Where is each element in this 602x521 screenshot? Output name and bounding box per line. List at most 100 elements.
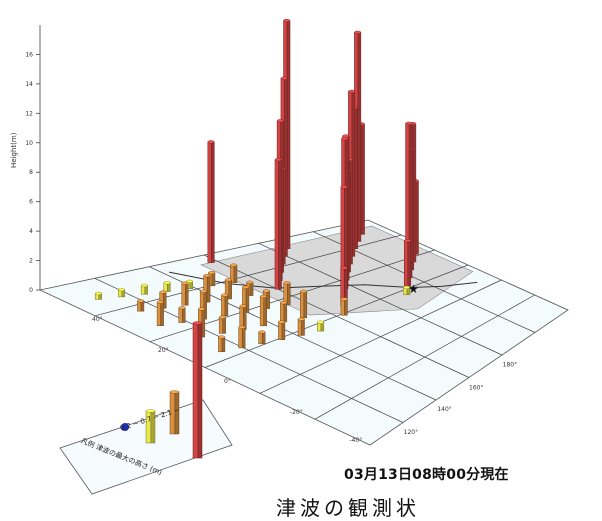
- tsunami-bar-side: [354, 107, 358, 250]
- tsunami-bar-cap: [340, 266, 348, 270]
- tsunami-bar-cap: [259, 294, 267, 298]
- tsunami-bar-cap: [341, 136, 349, 141]
- tsunami-bar-side: [301, 318, 305, 336]
- chart-stage: 0 2 4 6 8 10 12 14 16 120° 140° 160° 180° 40° 20° 0° -20…: [25, 18, 569, 495]
- tsunami-bar-side: [185, 282, 189, 306]
- map-axis-label: 40°: [92, 316, 103, 323]
- map-gridline: [314, 294, 535, 420]
- tsunami-bar-cap: [207, 140, 215, 144]
- tsunami-bar: [140, 283, 148, 295]
- epicenter-star-icon: ★: [408, 282, 419, 296]
- tsunami-bar-cap: [283, 18, 291, 23]
- tsunami-bar: [340, 297, 348, 316]
- map-axis-label: 20°: [158, 347, 169, 354]
- tsunami-bar-cap: [238, 325, 246, 329]
- tsunami-bar-side: [233, 264, 238, 284]
- tsunami-bar: [178, 306, 186, 323]
- tsunami-bar-cap: [199, 289, 207, 293]
- legend-bar-cap: [145, 409, 156, 413]
- map-axis-label: 0°: [224, 378, 231, 385]
- tsunami-bar-side: [261, 331, 266, 345]
- tsunami-bar: [218, 315, 226, 334]
- tsunami-bar-face: [280, 302, 285, 323]
- tsunami-bar: [278, 320, 286, 340]
- tsunami-bar-face: [218, 316, 223, 334]
- tsunami-bar: [238, 325, 246, 349]
- legend-bar-cap: [169, 390, 180, 394]
- legend-bar: [169, 390, 180, 435]
- legend-panel: [59, 399, 233, 495]
- tsunami-bar-side: [182, 307, 186, 323]
- tsunami-bar-cap: [186, 279, 193, 284]
- tsunami-bar-cap: [262, 289, 270, 293]
- legend-bar: [192, 321, 203, 459]
- tsunami-bar-side: [206, 275, 211, 303]
- tsunami-bar: [156, 300, 164, 326]
- tsunami-bar-cap: [280, 301, 288, 305]
- legend-bar-face: [192, 322, 199, 459]
- tsunami-bar-cap: [221, 293, 229, 297]
- timestamp: 03月13日08時00分現在: [344, 467, 509, 483]
- y-tick-label: 6: [29, 199, 33, 206]
- tsunami-bar: [207, 140, 215, 263]
- tsunami-bar-side: [211, 141, 215, 263]
- tsunami-bar-face: [297, 318, 302, 336]
- y-tick-label: 12: [25, 110, 33, 117]
- tsunami-bar-face: [274, 159, 279, 290]
- tsunami-bar: [300, 289, 308, 319]
- tsunami-bar-cap: [403, 285, 411, 290]
- tsunami-bar-side: [357, 32, 362, 242]
- tsunami-bar-cap: [181, 281, 189, 285]
- tsunami-bar-face: [340, 298, 345, 316]
- tsunami-bar-cap: [224, 278, 232, 282]
- tsunami-bar-face: [178, 307, 183, 323]
- tsunami-bar-face: [238, 326, 243, 349]
- tsunami-bar-side: [241, 326, 246, 349]
- tsunami-bar-side: [281, 321, 286, 340]
- tsunami-bar: [163, 281, 171, 292]
- tsunami-bar-cap: [156, 300, 164, 304]
- tsunami-bar: [230, 263, 238, 284]
- tsunami-bar-cap: [274, 158, 282, 162]
- tsunami-bar-side: [303, 291, 308, 319]
- tsunami-bar: [159, 290, 167, 309]
- tsunami-bar: [218, 335, 226, 353]
- tsunami-bar-cap: [348, 89, 356, 94]
- tsunami-bar-cap: [297, 317, 305, 321]
- tsunami-bar: [297, 317, 305, 336]
- tsunami-bar-side: [263, 296, 267, 327]
- tsunami-bar: [404, 239, 412, 287]
- map-axis-label: -40°: [349, 437, 362, 444]
- tsunami-bar-cap: [276, 119, 284, 123]
- tsunami-bar-cap: [354, 30, 362, 34]
- y-tick-label: 10: [25, 140, 33, 147]
- tsunami-bar-face: [258, 331, 263, 345]
- tsunami-bar-cap: [178, 306, 186, 310]
- tsunami-bar-side: [344, 298, 348, 316]
- tsunami-bar-face: [207, 141, 212, 263]
- tsunami-bar-cap: [300, 289, 307, 293]
- y-tick-label: 2: [29, 258, 33, 265]
- tsunami-bar-cap: [218, 335, 226, 339]
- tsunami-bar: [94, 291, 102, 300]
- tsunami-bar-cap: [239, 304, 247, 308]
- tsunami-bar: [224, 278, 232, 300]
- tsunami-bar-side: [224, 294, 229, 317]
- tsunami-bar-cap: [246, 280, 254, 284]
- tsunami-bar-face: [156, 301, 161, 326]
- y-tick-label: 0: [29, 287, 33, 294]
- y-tick-label: 4: [29, 228, 33, 235]
- tsunami-bar-cap: [218, 315, 226, 319]
- map-axis-label: 140°: [437, 406, 451, 413]
- tsunami-bar-face: [278, 321, 283, 340]
- tsunami-bar-cap: [258, 330, 266, 334]
- tsunami-bar-cap: [137, 299, 145, 303]
- tsunami-bar-cap: [283, 281, 291, 285]
- tsunami-bar-cap: [203, 274, 211, 278]
- tsunami-bar-side: [211, 272, 216, 287]
- tsunami-3d-bar-chart: 0 2 4 6 8 10 12 14 16 120° 140° 160° 180° 40° 20° 0° -20…: [25, 18, 569, 495]
- map-axis-label: 160°: [469, 385, 483, 392]
- tsunami-bar-cap: [118, 287, 125, 292]
- tsunami-bar: [403, 285, 411, 296]
- tsunami-bar-side: [160, 301, 164, 326]
